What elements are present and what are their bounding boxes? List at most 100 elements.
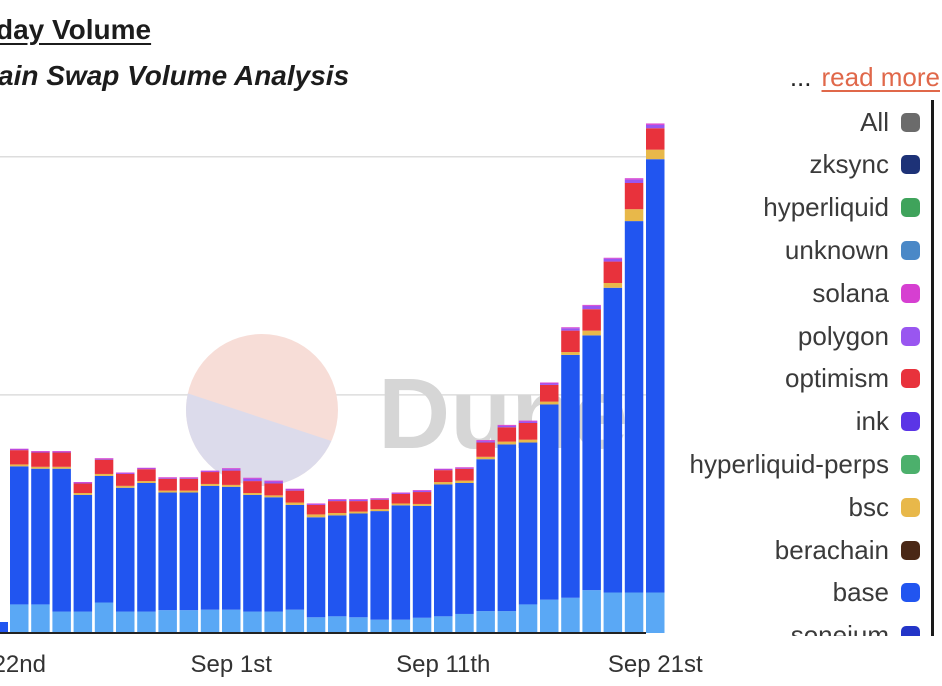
bar-bsc-18[interactable] [391, 503, 411, 506]
bar-solana-21[interactable] [455, 467, 474, 469]
bar-base-11[interactable] [243, 494, 262, 612]
bar-optimism-11[interactable] [243, 481, 262, 493]
bar-polygon-20[interactable] [434, 469, 453, 471]
legend-item-hyperliquid-perps[interactable]: hyperliquid-perps [690, 448, 920, 480]
bar-solana-24[interactable] [518, 420, 538, 422]
bar-bsc-29[interactable] [624, 209, 644, 222]
bar-base-2[interactable] [52, 468, 71, 612]
bar-bsc-26[interactable] [561, 352, 580, 355]
bar-base-16[interactable] [349, 513, 368, 618]
bar-other-light--21[interactable] [455, 613, 474, 633]
bar-solana-29[interactable] [624, 178, 644, 180]
bar-solana-26[interactable] [561, 327, 580, 329]
bar-polygon-27[interactable] [582, 305, 601, 310]
bar-other-light--22[interactable] [476, 611, 495, 633]
read-more-link[interactable]: read more [821, 62, 941, 92]
bar-solana-10[interactable] [222, 468, 241, 470]
bar-other-light--19[interactable] [412, 617, 432, 633]
bar-solana-28[interactable] [603, 257, 623, 259]
legend-item-hyperliquid[interactable]: hyperliquid [763, 192, 920, 224]
bar-optimism-10[interactable] [222, 470, 241, 485]
bar-polygon-30[interactable] [646, 124, 665, 129]
bar-base-18[interactable] [391, 505, 411, 620]
bar-polygon-9[interactable] [200, 471, 220, 473]
bar-solana-7[interactable] [158, 477, 177, 479]
bar-bsc-10[interactable] [222, 484, 241, 487]
bar-other-light--16[interactable] [349, 617, 368, 633]
bar-optimism-16[interactable] [349, 501, 368, 512]
bar-polygon-23[interactable] [497, 425, 517, 428]
legend-item-zksync[interactable]: zksync [810, 149, 920, 181]
bar-optimism-8[interactable] [179, 478, 199, 491]
bar-optimism-27[interactable] [582, 309, 601, 331]
bar-bsc-24[interactable] [518, 439, 538, 443]
bar-optimism-26[interactable] [561, 330, 580, 353]
bar-other-light--15[interactable] [328, 616, 347, 633]
legend-item-unknown[interactable]: unknown [785, 234, 920, 266]
bar-base-25[interactable] [540, 404, 559, 600]
bar-solana-1[interactable] [31, 451, 50, 452]
legend-item-soneium[interactable]: soneium [791, 620, 920, 636]
bar-solana-9[interactable] [200, 470, 220, 472]
bar-other-light--3[interactable] [73, 611, 93, 633]
bar-polygon-19[interactable] [412, 490, 432, 493]
bar-base-29[interactable] [624, 221, 644, 593]
bar-base-6[interactable] [137, 483, 156, 612]
bar-base-20[interactable] [434, 484, 453, 617]
bar-other-light--4[interactable] [94, 602, 114, 633]
bar-polygon-1[interactable] [31, 451, 50, 453]
bar-optimism-20[interactable] [434, 470, 453, 483]
bar-bsc-19[interactable] [412, 503, 432, 506]
bar-optimism-9[interactable] [200, 472, 220, 484]
bar-solana-25[interactable] [540, 382, 559, 384]
bar-optimism-3[interactable] [73, 483, 93, 493]
bar-optimism-25[interactable] [540, 384, 559, 402]
bar-other-light--7[interactable] [158, 610, 177, 633]
bar-base-22[interactable] [476, 459, 495, 612]
legend-item-base[interactable]: base [833, 577, 920, 609]
bar-bsc-9[interactable] [200, 483, 220, 486]
bar-other-light--25[interactable] [540, 599, 559, 633]
bar-polygon-26[interactable] [561, 328, 580, 331]
bar-bsc-8[interactable] [179, 490, 199, 493]
bar-bsc-13[interactable] [285, 502, 305, 505]
bar-bsc-15[interactable] [328, 513, 347, 516]
bar-optimism-28[interactable] [603, 261, 623, 283]
bar-optimism-5[interactable] [116, 473, 135, 486]
bar-base-5[interactable] [116, 487, 135, 612]
bar-base-8[interactable] [179, 492, 199, 611]
bar-optimism-0[interactable] [10, 450, 29, 465]
bar-base-7[interactable] [158, 492, 177, 611]
bar-base-9[interactable] [200, 485, 220, 610]
bar-polygon-12[interactable] [264, 481, 283, 484]
bar-optimism-24[interactable] [518, 423, 538, 440]
bar-optimism-7[interactable] [158, 478, 177, 491]
legend-scrollbar[interactable] [931, 100, 934, 636]
bar-bsc-17[interactable] [370, 509, 389, 512]
bar-bsc-3[interactable] [73, 493, 93, 495]
bar-polygon-28[interactable] [603, 258, 623, 262]
bar-other-light--5[interactable] [116, 611, 135, 633]
bar-polygon-18[interactable] [391, 493, 411, 494]
bar-polygon-14[interactable] [306, 503, 326, 505]
bar-polygon-2[interactable] [52, 451, 71, 453]
bar-bsc-12[interactable] [264, 495, 283, 498]
bar-base-21[interactable] [455, 483, 474, 614]
bar-optimism-22[interactable] [476, 442, 495, 457]
bar-other-light--1[interactable] [31, 604, 50, 633]
bar-bsc-1[interactable] [31, 466, 50, 469]
bar-base-10[interactable] [222, 486, 241, 610]
bar-other-light--9[interactable] [200, 609, 220, 633]
bar-solana-22[interactable] [476, 440, 495, 442]
bar-solana-6[interactable] [137, 467, 156, 469]
bar-solana-27[interactable] [582, 304, 601, 306]
bar-polygon-17[interactable] [370, 498, 389, 500]
bar-bsc-23[interactable] [497, 441, 517, 445]
legend-item-polygon[interactable]: polygon [798, 320, 920, 352]
bar-optimism-2[interactable] [52, 452, 71, 467]
bar-optimism-21[interactable] [455, 468, 474, 481]
bar-base-3[interactable] [73, 494, 93, 612]
bar-solana-12[interactable] [264, 480, 283, 482]
bar-other-light--29[interactable] [624, 592, 644, 633]
legend-item-optimism[interactable]: optimism [785, 363, 920, 395]
